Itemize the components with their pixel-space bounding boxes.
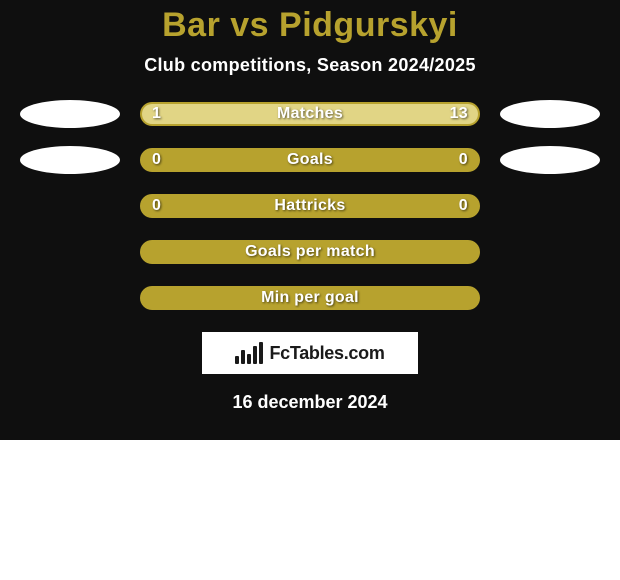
left-avatar bbox=[20, 238, 120, 266]
stat-row: Goals per match bbox=[0, 240, 620, 264]
stat-label: Goals per match bbox=[245, 243, 375, 261]
left-value: 1 bbox=[152, 105, 161, 123]
footer-logo: FcTables.com bbox=[202, 332, 418, 374]
footer-logo-text: FcTables.com bbox=[269, 343, 384, 364]
stat-row: 1 13 Matches bbox=[0, 102, 620, 126]
stat-bar: 1 13 Matches bbox=[140, 102, 480, 126]
left-value: 0 bbox=[152, 197, 161, 215]
stat-bar: Goals per match bbox=[140, 240, 480, 264]
left-avatar bbox=[20, 192, 120, 220]
stat-bar: Min per goal bbox=[140, 286, 480, 310]
right-value: 0 bbox=[459, 197, 468, 215]
right-avatar bbox=[500, 284, 600, 312]
stat-bar: 0 0 Goals bbox=[140, 148, 480, 172]
stat-row: Min per goal bbox=[0, 286, 620, 310]
right-value: 0 bbox=[459, 151, 468, 169]
stat-rows: 1 13 Matches 0 0 Goals 0 0 Hattricks Goals per ma… bbox=[0, 102, 620, 310]
stat-row: 0 0 Hattricks bbox=[0, 194, 620, 218]
comparison-card: Bar vs Pidgurskyi Club competitions, Sea… bbox=[0, 0, 620, 440]
footer-date: 16 december 2024 bbox=[0, 392, 620, 413]
bar-chart-icon bbox=[235, 342, 263, 364]
stat-bar: 0 0 Hattricks bbox=[140, 194, 480, 218]
right-avatar bbox=[500, 192, 600, 220]
right-avatar bbox=[500, 146, 600, 174]
right-avatar bbox=[500, 100, 600, 128]
stat-label: Matches bbox=[277, 105, 343, 123]
stat-label: Goals bbox=[287, 151, 333, 169]
page-title: Bar vs Pidgurskyi bbox=[0, 6, 620, 45]
left-value: 0 bbox=[152, 151, 161, 169]
stat-label: Min per goal bbox=[261, 289, 359, 307]
left-avatar bbox=[20, 100, 120, 128]
stat-row: 0 0 Goals bbox=[0, 148, 620, 172]
left-avatar bbox=[20, 146, 120, 174]
right-avatar bbox=[500, 238, 600, 266]
subtitle: Club competitions, Season 2024/2025 bbox=[0, 55, 620, 76]
left-avatar bbox=[20, 284, 120, 312]
right-value: 13 bbox=[450, 105, 468, 123]
stat-label: Hattricks bbox=[274, 197, 345, 215]
